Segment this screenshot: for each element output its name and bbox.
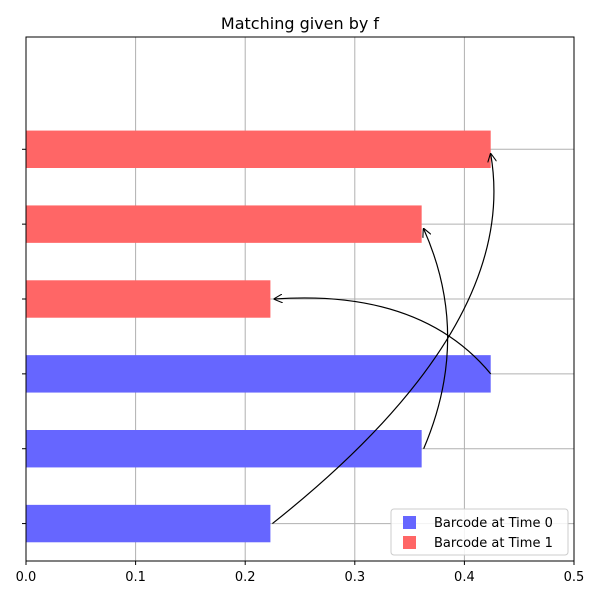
bar <box>26 430 422 468</box>
matching-arrow <box>274 298 492 375</box>
bar <box>26 280 271 318</box>
legend-label: Barcode at Time 1 <box>434 536 553 551</box>
bar <box>26 205 422 243</box>
x-tick-label: 0.0 <box>16 570 37 585</box>
axis-ticks: 0.0 0.1 0.2 0.3 0.4 0.5 <box>16 148 585 585</box>
chart-title: Matching given by f <box>221 14 380 33</box>
bar <box>26 504 271 543</box>
bar <box>26 130 491 168</box>
bar <box>26 355 491 393</box>
legend-swatch <box>403 536 416 549</box>
matching-arrows <box>272 154 494 525</box>
legend-box <box>390 508 569 556</box>
x-tick-label: 0.5 <box>564 570 585 585</box>
bars <box>26 130 491 543</box>
x-tick-label: 0.1 <box>125 570 146 585</box>
matching-arrow <box>424 229 449 449</box>
legend-label: Barcode at Time 0 <box>434 516 553 531</box>
x-tick-label: 0.2 <box>235 570 256 585</box>
x-tick-label: 0.4 <box>454 570 475 585</box>
legend-swatch <box>403 516 416 529</box>
x-tick-label: 0.3 <box>344 570 365 585</box>
matching-arrow <box>272 154 494 525</box>
legend: Barcode at Time 0 Barcode at Time 1 <box>390 508 569 556</box>
